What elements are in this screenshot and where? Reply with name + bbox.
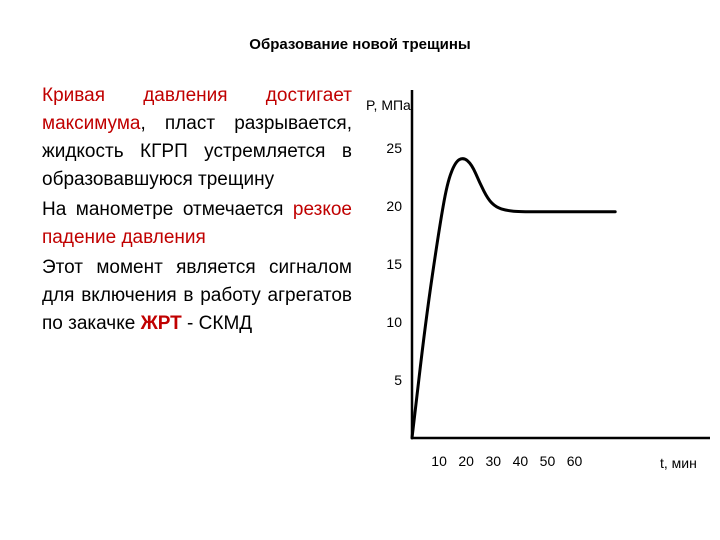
pressure-chart: P, МПа t, мин 5 10 15 20 25 10 20 30 40 50 60 <box>366 90 710 471</box>
y-tick-label: 10 <box>386 314 402 330</box>
y-tick-label: 20 <box>386 198 402 214</box>
x-tick-label: 60 <box>567 453 583 469</box>
y-tick-label: 5 <box>394 372 402 388</box>
slide-title: Образование новой трещины <box>249 36 471 53</box>
y-tick-label: 15 <box>386 256 402 272</box>
text-segment: - СКМД <box>181 313 253 334</box>
y-axis-label: P, МПа <box>366 97 411 113</box>
text-segment: резкое падение давления <box>42 199 352 248</box>
x-tick-label: 30 <box>485 453 501 469</box>
x-tick-label: 40 <box>513 453 529 469</box>
text-segment: , пласт разрывается, жидкость КГРП устре… <box>42 113 352 190</box>
x-tick-group: 10 20 30 40 50 60 <box>431 453 582 469</box>
y-tick-label: 25 <box>386 140 402 156</box>
pressure-curve <box>410 157 617 440</box>
y-tick-group: 5 10 15 20 25 <box>386 140 402 388</box>
x-tick-label: 50 <box>540 453 556 469</box>
paragraph-1: Кривая давления достигает максимума, пла… <box>42 82 352 194</box>
text-segment: Этот момент является сигналом для включе… <box>42 257 352 334</box>
x-tick-label: 10 <box>431 453 447 469</box>
paragraph-2: На манометре отмечается резкое падение д… <box>42 196 352 252</box>
x-axis-label: t, мин <box>660 455 697 471</box>
paragraph-3: Этот момент является сигналом для включе… <box>42 254 352 338</box>
text-segment: ЖРТ <box>140 313 182 334</box>
body-text: Кривая давления достигает максимума, пла… <box>42 82 352 340</box>
x-tick-label: 20 <box>458 453 474 469</box>
text-segment: Кривая давления достигает максимума <box>42 85 352 134</box>
text-segment: На манометре отмечается <box>42 199 293 220</box>
